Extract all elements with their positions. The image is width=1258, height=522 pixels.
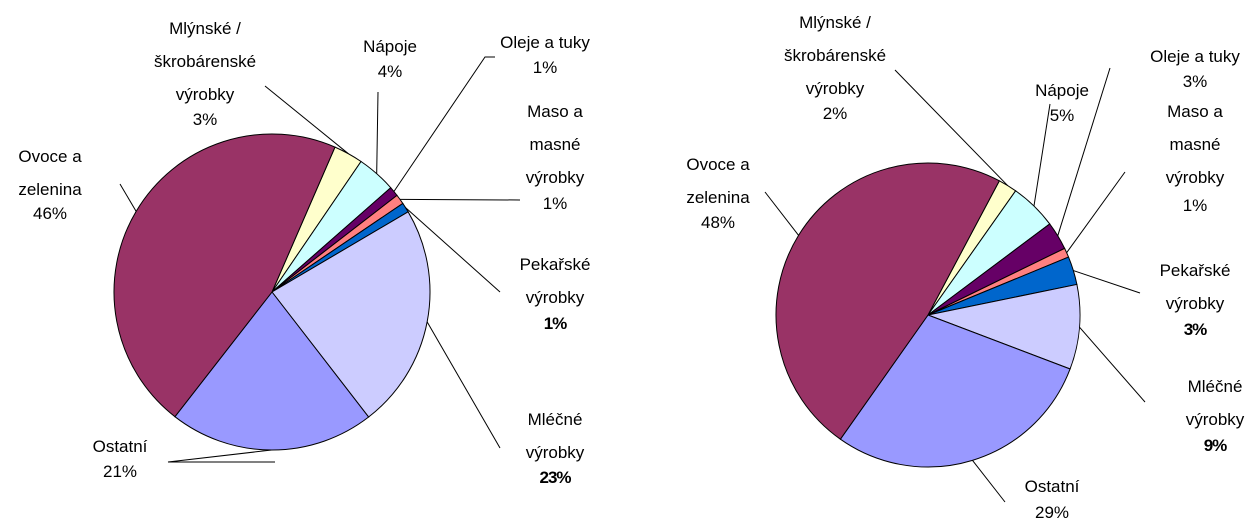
leader-line — [119, 183, 137, 212]
slice-label: Mlýnské / škrobárenské výrobky — [153, 19, 257, 104]
slice-label: Oleje a tuky — [500, 33, 590, 52]
value-label: 5% — [1049, 106, 1075, 125]
value-label: 46% — [32, 204, 68, 223]
leader-line — [426, 321, 501, 449]
value-label: 48% — [700, 213, 736, 232]
value-label: 2% — [822, 104, 848, 123]
leader-line — [764, 191, 799, 236]
value-label: 29% — [1034, 503, 1070, 522]
value-label: 1% — [543, 314, 568, 333]
leader-line — [167, 449, 275, 463]
pie-slice — [775, 162, 1001, 440]
slice-label: Nápoje — [363, 37, 417, 56]
leader-line — [1033, 103, 1051, 207]
slice-label: Mléčné výrobky — [525, 410, 585, 462]
leader-line — [1079, 326, 1146, 403]
slice-label: Ovoce a zelenina — [686, 155, 750, 207]
value-label: 23% — [539, 468, 571, 487]
leader-line — [393, 56, 495, 192]
value-label: 1% — [542, 194, 568, 213]
pie-slice — [926, 283, 1081, 370]
leader-line — [399, 198, 521, 201]
leader-line — [264, 85, 349, 155]
slice-label: Ostatní — [92, 437, 148, 456]
leader-line — [894, 69, 1009, 186]
value-label: 1% — [532, 58, 558, 77]
value-label: 3% — [192, 110, 218, 129]
pie-slice — [839, 314, 1071, 468]
slice-label: Mlýnské / škrobárenské výrobky — [783, 13, 887, 98]
slice-label: Ostatní — [1024, 477, 1080, 496]
value-label: 1% — [1182, 196, 1208, 215]
slice-label: Mléčné výrobky — [1185, 377, 1245, 429]
leader-line — [376, 91, 379, 174]
leader-line — [1073, 270, 1141, 294]
slice-label: Oleje a tuky — [1150, 47, 1240, 66]
pie-slice — [113, 133, 336, 418]
value-label: 9% — [1203, 436, 1228, 455]
slice-label: Ovoce a zelenina — [18, 147, 82, 199]
slice-label: Maso a masné výrobky — [525, 102, 585, 187]
leader-line — [1066, 171, 1126, 253]
slice-label: Pekařské výrobky — [519, 255, 591, 307]
value-label: 4% — [377, 62, 403, 81]
slice-label: Maso a masné výrobky — [1165, 102, 1225, 187]
slice-label: Pekařské výrobky — [1159, 261, 1231, 313]
pie-slice — [271, 211, 431, 418]
value-label: 3% — [1183, 320, 1208, 339]
leader-line — [972, 460, 1006, 503]
slice-label: Nápoje — [1035, 81, 1089, 100]
leader-line — [405, 207, 501, 293]
leader-line — [1057, 67, 1111, 236]
value-label: 21% — [102, 462, 138, 481]
value-label: 3% — [1182, 72, 1208, 91]
